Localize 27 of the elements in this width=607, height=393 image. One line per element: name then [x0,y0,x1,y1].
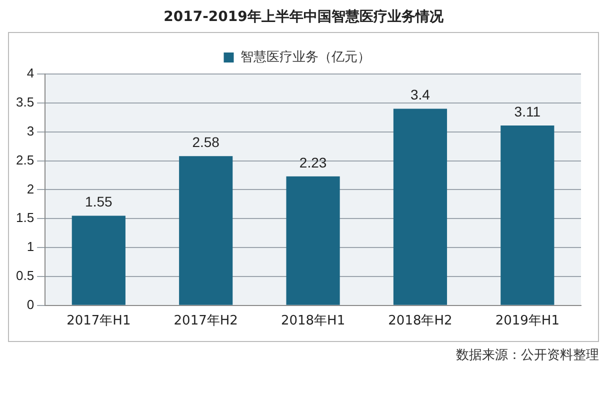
bar [286,176,340,305]
y-tick-label: 3 [26,123,34,138]
x-tick-label: 2019年H1 [495,314,560,329]
bar [72,216,126,305]
x-tick-label: 2017年H1 [66,314,131,329]
data-label: 1.55 [85,194,112,210]
bar [179,156,233,305]
y-tick-label: 0 [26,296,34,312]
y-tick-label: 2.5 [16,152,34,168]
data-label: 3.4 [410,86,430,103]
data-label: 2.23 [299,154,327,170]
legend-label: 智慧医疗业务（亿元） [240,50,370,65]
source-note: 数据来源：公开资料整理 [455,347,599,364]
chart-title: 2017-2019年上半年中国智慧医疗业务情况 [162,8,444,26]
y-tick-label: 3.5 [16,94,34,110]
y-tick-label: 0.5 [16,268,34,284]
x-tick-label: 2018年H2 [388,314,452,329]
y-tick-label: 1.5 [16,210,34,226]
y-tick-label: 4 [26,66,34,81]
data-label: 2.58 [192,134,220,150]
bar [500,125,554,305]
bar [393,108,448,305]
x-tick-label: 2017年H2 [174,314,238,329]
y-tick-label: 2 [26,181,34,196]
data-label: 3.11 [514,103,541,120]
x-tick-label: 2018年H1 [280,314,346,329]
y-tick-label: 1 [26,239,34,254]
